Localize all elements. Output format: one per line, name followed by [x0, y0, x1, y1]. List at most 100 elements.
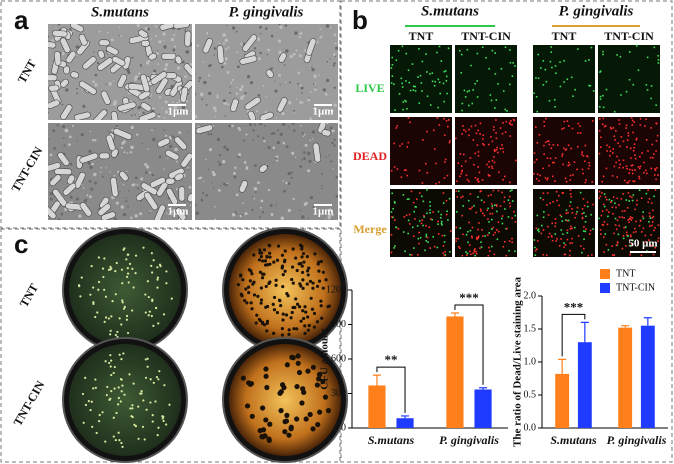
colony — [150, 264, 153, 267]
live-cell — [422, 200, 425, 203]
dead-cell — [554, 180, 556, 182]
colony — [306, 273, 310, 277]
dead-cell — [477, 236, 480, 239]
colony — [137, 437, 140, 440]
sem-grain — [240, 42, 243, 46]
dead-cell — [605, 198, 608, 201]
colony — [142, 399, 145, 402]
colony — [104, 295, 108, 298]
colony — [314, 382, 320, 388]
sem-grain — [328, 208, 332, 212]
colony — [152, 259, 155, 262]
live-cell — [422, 224, 424, 227]
dead-cell — [418, 242, 420, 245]
colony — [248, 380, 255, 387]
sem-grain — [259, 51, 262, 55]
live-cell — [480, 246, 483, 248]
dead-cell — [468, 180, 470, 183]
colony — [248, 279, 252, 283]
colony — [244, 287, 248, 291]
dead-cell — [455, 237, 457, 240]
dead-cell — [633, 143, 636, 145]
sem-grain — [297, 71, 301, 75]
sem-grain — [94, 139, 97, 142]
colony — [154, 400, 157, 403]
colony — [126, 331, 130, 335]
live-cell — [602, 50, 604, 53]
sem-grain — [130, 114, 133, 117]
sem-grain — [333, 144, 336, 147]
dead-cell — [478, 222, 480, 224]
dead-cell — [581, 212, 584, 215]
live-cell — [429, 201, 431, 203]
dead-cell — [633, 180, 636, 183]
colony — [278, 408, 284, 414]
colony — [324, 278, 328, 282]
error-bar — [479, 387, 488, 390]
colony — [240, 375, 246, 381]
dead-cell — [615, 244, 618, 246]
dead-cell — [471, 226, 474, 229]
colony — [311, 286, 315, 290]
live-cell — [509, 190, 512, 192]
dead-cell — [461, 170, 463, 173]
dead-cell — [469, 208, 472, 210]
live-cell — [631, 199, 634, 202]
dead-cell — [477, 166, 480, 168]
colony — [265, 321, 269, 325]
dead-cell — [571, 227, 573, 230]
colony — [288, 424, 294, 430]
dead-cell — [647, 201, 649, 203]
dead-cell — [569, 228, 572, 230]
colony — [151, 420, 154, 423]
sem-cell — [174, 55, 183, 65]
dead-cell — [482, 235, 484, 237]
sem-grain — [300, 84, 303, 87]
live-cell — [570, 76, 573, 79]
sem-grain — [321, 187, 323, 190]
live-cell — [467, 199, 470, 202]
sem-grain — [139, 64, 143, 67]
dead-cell — [563, 147, 565, 150]
live-cell — [473, 205, 475, 207]
live-cell — [635, 45, 638, 47]
dead-cell — [638, 224, 641, 227]
sem-grain — [224, 38, 228, 43]
sem-grain — [185, 50, 190, 54]
dead-cell — [555, 240, 557, 242]
dead-cell — [571, 242, 573, 244]
live-cell — [414, 85, 417, 88]
colony — [300, 247, 304, 251]
colony — [110, 390, 113, 393]
dead-cell — [414, 218, 416, 220]
sem-cell — [48, 203, 57, 220]
live-cell — [563, 59, 565, 62]
sem-grain — [298, 35, 301, 39]
live-cell — [474, 82, 476, 85]
sem-grain — [325, 156, 327, 159]
sem-cell — [65, 50, 77, 64]
live-cell — [433, 84, 436, 87]
dead-cell — [477, 154, 480, 157]
live-cell — [537, 53, 540, 56]
colony — [307, 266, 311, 270]
error-bar — [401, 415, 410, 419]
dead-cell — [576, 206, 579, 209]
live-cell — [420, 195, 423, 198]
live-cell — [491, 49, 494, 52]
row-label: LIVE — [355, 81, 384, 95]
dead-cell — [568, 163, 571, 166]
dead-cell — [496, 146, 498, 149]
live-cell — [567, 219, 570, 222]
dead-cell — [472, 139, 475, 141]
y-tick-label: 0.5 — [524, 389, 537, 400]
dead-cell — [422, 139, 424, 141]
live-cell — [617, 233, 620, 236]
live-cell — [413, 247, 415, 249]
colony — [275, 310, 280, 315]
sem-grain — [324, 218, 326, 220]
plate-agar — [69, 344, 181, 456]
live-cell — [391, 192, 393, 195]
colony — [284, 313, 289, 317]
dead-cell — [591, 254, 593, 256]
